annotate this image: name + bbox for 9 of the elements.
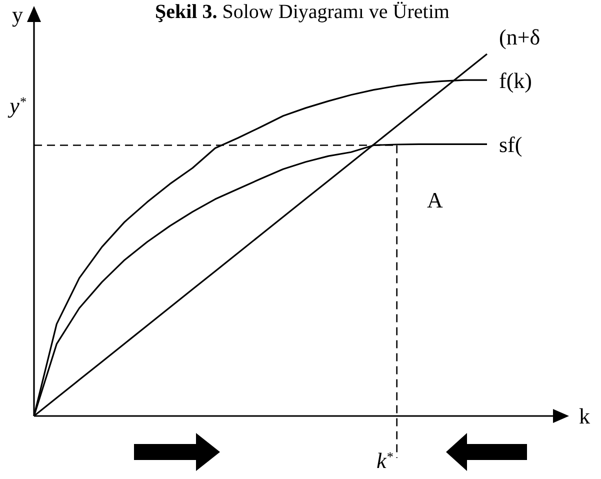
series-label: (n+δ <box>499 24 540 50</box>
y-axis-title: y <box>12 2 23 27</box>
text: k$^{*}$ <box>376 448 393 473</box>
x-axis-title: k <box>579 404 590 429</box>
annotation: A <box>427 188 443 213</box>
ref-line-label: y$^{*}$ <box>8 93 26 118</box>
series-label: sf( <box>499 132 522 157</box>
chart-title: Şekil 3. Solow Diyagramı ve Üretim <box>155 1 450 23</box>
series-label: f(k) <box>499 68 532 93</box>
